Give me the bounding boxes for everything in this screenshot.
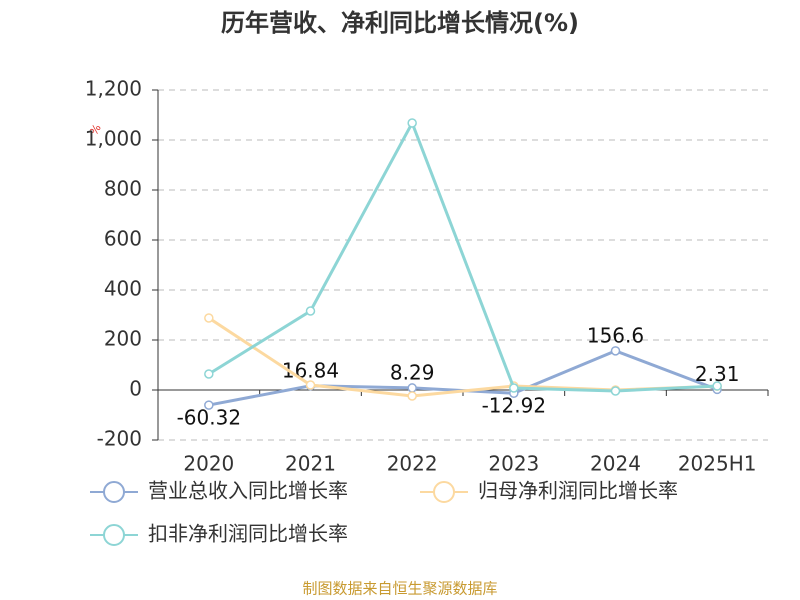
data-point <box>204 400 214 410</box>
y-tick-label: 200 <box>104 327 142 351</box>
y-tick-label: -200 <box>97 427 142 451</box>
data-point <box>305 380 316 390</box>
series-line <box>208 119 718 393</box>
data-point <box>305 306 316 316</box>
source-note: 制图数据来自恒生聚源数据库 <box>302 580 497 598</box>
y-tick-label: 0 <box>129 377 142 401</box>
x-tick-label: 2020 <box>183 452 234 476</box>
legend-marker <box>103 481 125 503</box>
data-point <box>407 383 417 393</box>
data-point <box>610 346 621 356</box>
y-tick-label: 1,000 <box>85 127 142 151</box>
data-point <box>407 118 417 128</box>
legend-label: 归母净利润同比增长率 <box>478 479 678 503</box>
data-point <box>509 383 519 393</box>
x-tick-label: 2021 <box>285 452 336 476</box>
data-label: 156.6 <box>587 323 644 347</box>
data-point <box>204 369 214 379</box>
data-label: -60.32 <box>177 406 241 430</box>
legend-marker <box>103 524 125 546</box>
y-tick-label: 600 <box>104 227 142 251</box>
y-tick-label: 800 <box>104 177 142 201</box>
legend-label: 营业总收入同比增长率 <box>148 479 348 503</box>
data-point <box>407 391 417 401</box>
y-tick-label: 1,200 <box>85 77 142 101</box>
y-tick-label: 400 <box>104 277 142 301</box>
data-point <box>610 386 621 396</box>
data-point <box>204 313 214 323</box>
x-tick-label: 2023 <box>488 452 539 476</box>
data-label: 16.84 <box>282 358 339 382</box>
data-label: 8.29 <box>390 360 435 384</box>
x-tick-label: 2025H1 <box>678 452 757 476</box>
chart-title: 历年营收、净利同比增长情况(%) <box>221 9 579 37</box>
legend-marker <box>433 481 455 503</box>
legend-label: 扣非净利润同比增长率 <box>148 522 348 546</box>
x-tick-label: 2024 <box>590 452 641 476</box>
data-point <box>712 381 722 391</box>
data-label: -12.92 <box>482 394 546 418</box>
x-tick-label: 2022 <box>387 452 438 476</box>
